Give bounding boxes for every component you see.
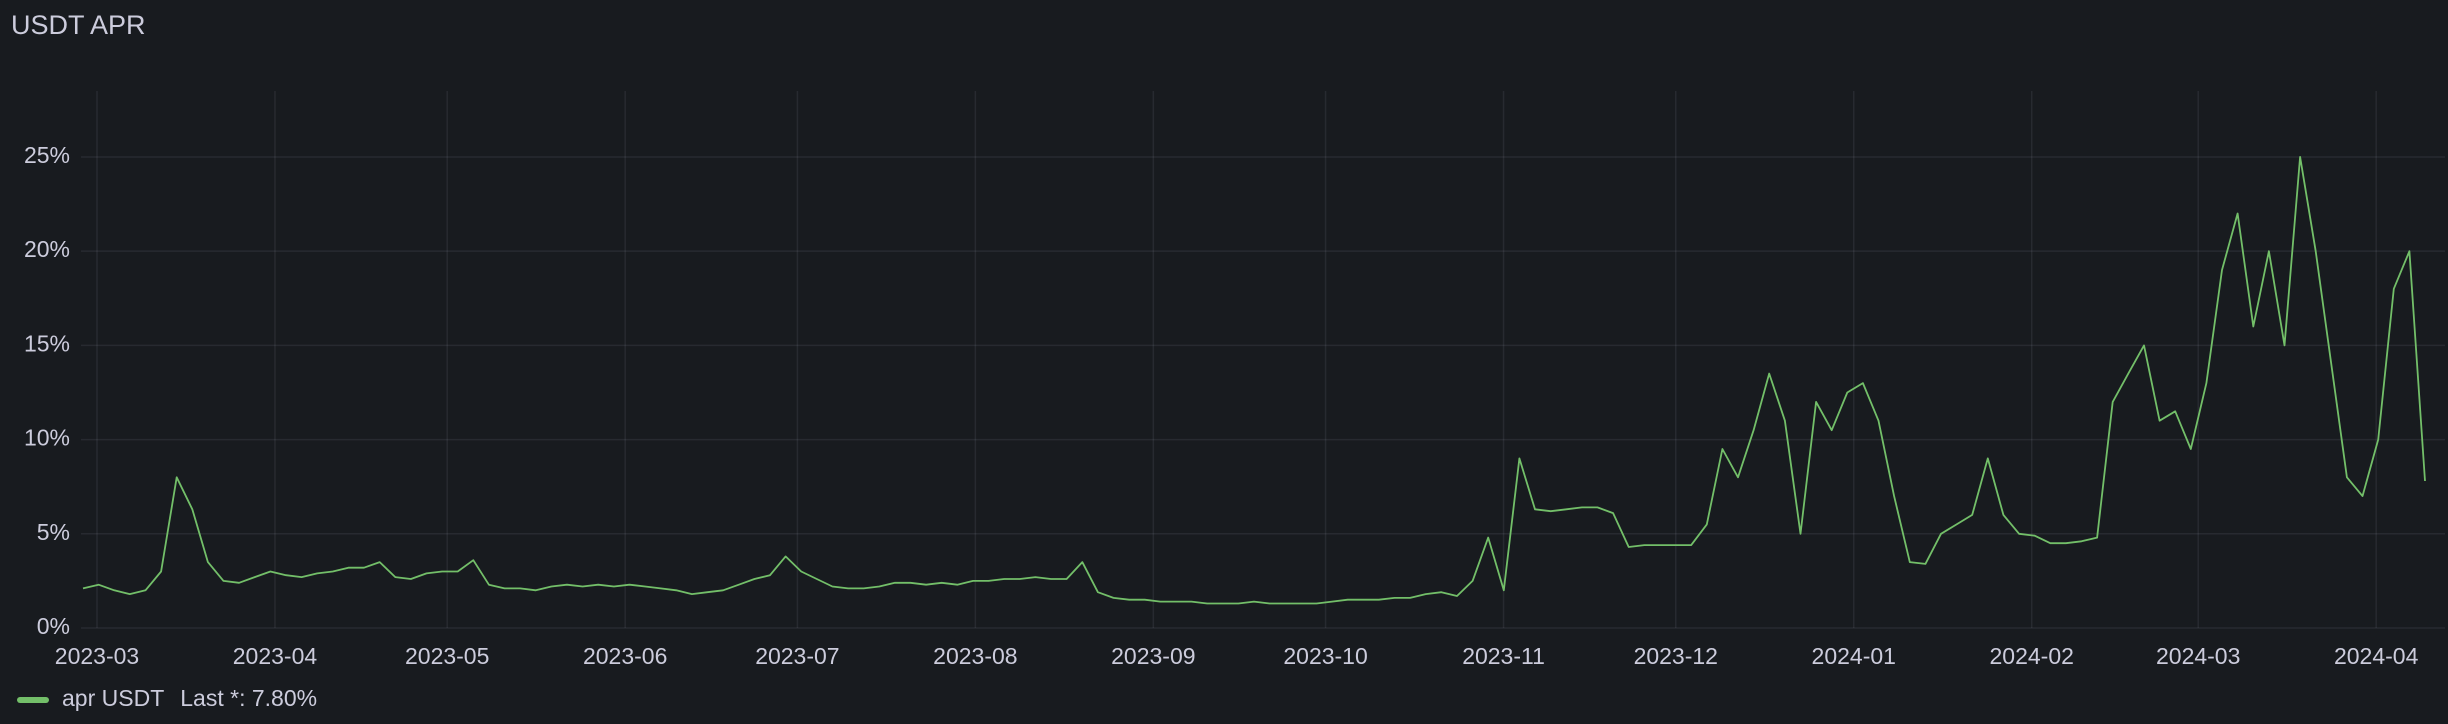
x-tick-label: 2023-09 <box>1111 643 1195 669</box>
x-tick-label: 2023-10 <box>1283 643 1367 669</box>
legend-stat: Last *: 7.80% <box>180 685 317 711</box>
y-tick-label: 25% <box>24 142 70 168</box>
y-tick-label: 5% <box>37 519 70 545</box>
x-tick-label: 2023-03 <box>55 643 139 669</box>
x-tick-label: 2024-01 <box>1812 643 1896 669</box>
x-tick-label: 2023-08 <box>933 643 1017 669</box>
data-line <box>82 156 2426 605</box>
x-tick-label: 2023-04 <box>233 643 318 669</box>
chart-title: USDT APR <box>11 10 146 40</box>
x-tick-label: 2023-05 <box>405 643 489 669</box>
x-tick-label: 2024-03 <box>2156 643 2240 669</box>
legend-label: apr USDT <box>62 685 164 711</box>
x-tick-label: 2024-02 <box>1990 643 2074 669</box>
x-tick-label: 2024-04 <box>2334 643 2419 669</box>
x-tick-label: 2023-12 <box>1634 643 1718 669</box>
y-tick-label: 10% <box>24 425 70 451</box>
y-tick-label: 0% <box>37 613 70 639</box>
x-tick-label: 2023-07 <box>755 643 839 669</box>
x-tick-label: 2023-11 <box>1462 643 1545 669</box>
y-tick-label: 15% <box>24 330 70 356</box>
y-tick-label: 20% <box>24 236 70 262</box>
x-tick-label: 2023-06 <box>583 643 667 669</box>
